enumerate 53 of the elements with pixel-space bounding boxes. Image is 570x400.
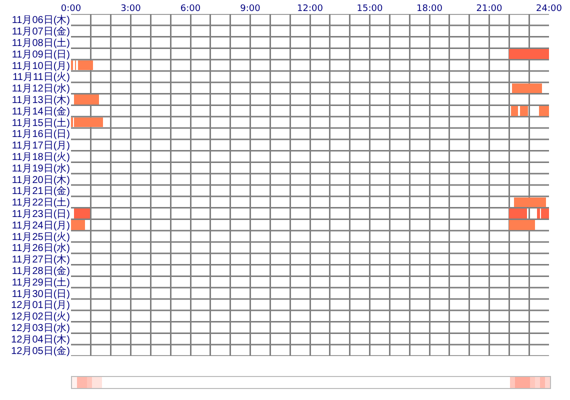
y-tick-label: 11月08日(土) <box>12 37 70 49</box>
x-tick-label: 24:00 <box>536 4 562 14</box>
y-tick-label: 11月12日(水) <box>12 82 70 95</box>
y-tick-label: 11月10日(月) <box>12 60 70 72</box>
y-tick-label: 11月20日(木) <box>12 174 70 186</box>
y-tick-label: 11月06日(木) <box>12 14 70 26</box>
bar <box>520 106 528 116</box>
x-tick-label: 6:00 <box>180 4 201 14</box>
y-tick-label: 11月24日(月) <box>12 220 70 232</box>
bar <box>509 49 549 59</box>
y-tick-label: 11月25日(火) <box>12 230 70 243</box>
y-tick-label: 11月17日(月) <box>12 140 70 152</box>
y-tick-label: 11月22日(土) <box>12 196 70 209</box>
y-tick-label: 12月01日(月) <box>11 300 70 312</box>
bar <box>74 208 90 218</box>
bar <box>509 220 536 230</box>
bar <box>514 197 546 207</box>
y-tick-label: 11月23日(日) <box>12 209 70 220</box>
y-tick-label: 11月11日(火) <box>12 71 70 84</box>
x-tick-label: 18:00 <box>416 4 443 14</box>
bar <box>71 220 85 230</box>
x-tick-label: 0:00 <box>60 4 82 14</box>
bar <box>509 208 528 218</box>
y-tick-label: 11月15日(土) <box>12 116 70 129</box>
bar <box>541 208 549 218</box>
y-tick-label: 11月29日(土) <box>12 276 70 288</box>
y-tick-label: 11月13日(木) <box>12 94 70 106</box>
bar <box>74 94 99 104</box>
x-tick-label: 3:00 <box>120 4 142 14</box>
y-tick-label: 11月30日(日) <box>12 288 70 300</box>
x-tick-label: 12:00 <box>297 4 324 14</box>
y-tick-label: 12月04日(木) <box>11 333 70 346</box>
y-tick-label: 11月19日(水) <box>12 162 70 174</box>
bar <box>511 106 518 116</box>
x-tick-label: 15:00 <box>356 4 383 14</box>
y-tick-label: 11月18日(火) <box>12 151 70 163</box>
y-tick-label: 12月03日(水) <box>11 322 70 334</box>
y-tick-label: 11月28日(金) <box>12 265 70 277</box>
y-tick-label: 11月16日(日) <box>12 129 70 140</box>
bar <box>74 117 103 128</box>
y-tick-label: 12月02日(火) <box>11 310 70 323</box>
y-tick-label: 11月26日(水) <box>12 242 70 254</box>
x-tick-label: 21:00 <box>476 4 502 14</box>
x-tick-label: 9:00 <box>240 4 261 14</box>
y-tick-label: 11月07日(金) <box>12 26 70 38</box>
y-tick-label: 11月14日(金) <box>12 105 70 118</box>
bar <box>78 60 93 70</box>
bar <box>539 106 549 116</box>
y-tick-label: 11月09日(日) <box>12 49 70 60</box>
y-tick-label: 11月27日(木) <box>12 254 70 266</box>
bar <box>512 83 542 93</box>
y-tick-label: 12月05日(金) <box>11 344 70 357</box>
y-tick-label: 11月21日(金) <box>12 185 70 198</box>
